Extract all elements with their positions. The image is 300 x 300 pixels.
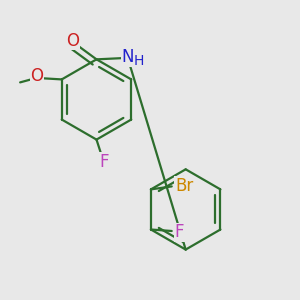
- Text: O: O: [31, 67, 44, 85]
- Text: F: F: [99, 153, 109, 171]
- Text: O: O: [66, 32, 79, 50]
- Text: Br: Br: [175, 176, 194, 194]
- Text: H: H: [134, 54, 144, 68]
- Text: F: F: [175, 224, 184, 242]
- Text: N: N: [122, 48, 134, 66]
